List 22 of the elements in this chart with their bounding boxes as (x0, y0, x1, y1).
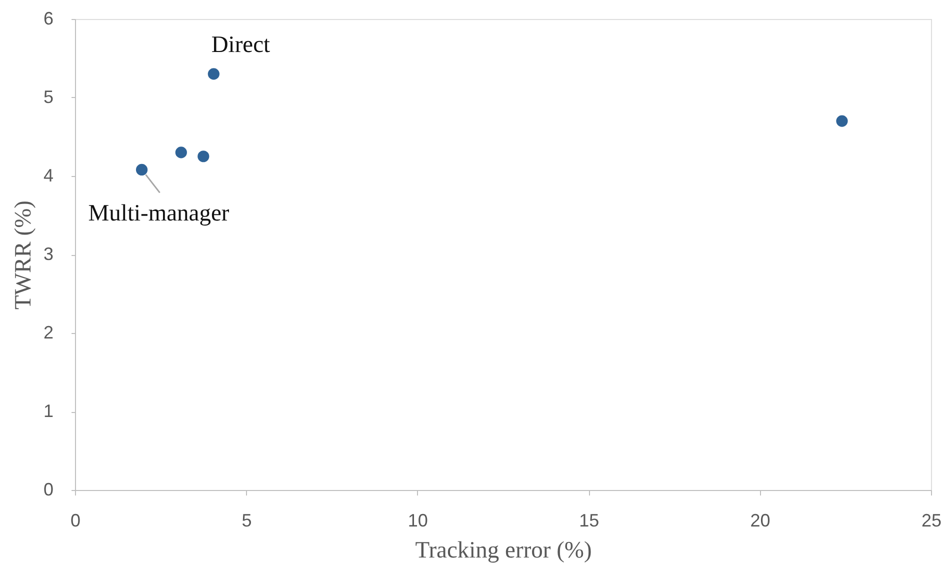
y-tick-label: 4 (43, 166, 54, 186)
y-tick-label: 6 (43, 8, 54, 28)
y-axis-title: TWRR (%) (10, 200, 36, 310)
y-tick-label: 3 (43, 244, 54, 264)
x-tick-label: 20 (750, 510, 770, 530)
point (175, 146, 187, 158)
y-tick-label: 5 (43, 87, 54, 107)
point (198, 150, 210, 162)
x-tick-label: 15 (579, 510, 600, 530)
x-axis-title: Tracking error (%) (415, 538, 592, 563)
point (836, 115, 848, 127)
x-tick-label: 5 (242, 510, 252, 530)
x-tick-label: 0 (70, 510, 81, 530)
annotation: Multi-manager (88, 200, 230, 227)
y-tick-label: 0 (43, 480, 54, 500)
point (208, 68, 220, 80)
x-tick-label: 25 (921, 510, 942, 530)
point (136, 164, 148, 176)
y-tick-label: 1 (43, 401, 54, 421)
y-tick-label: 2 (43, 322, 54, 342)
x-tick-label: 10 (408, 510, 428, 530)
annotation: Direct (211, 32, 270, 58)
